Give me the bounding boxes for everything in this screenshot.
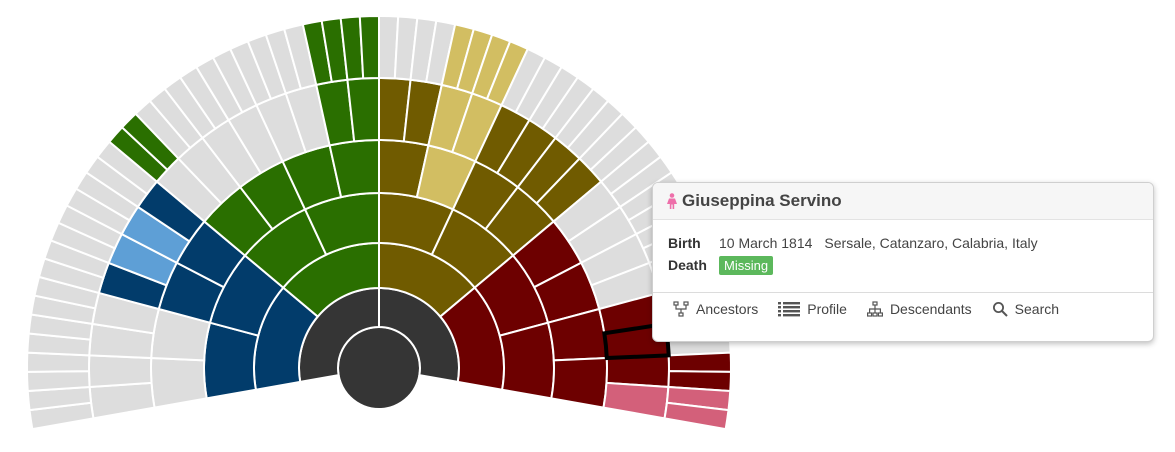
birth-place: Sersale, Catanzaro, Calabria, Italy [824, 235, 1038, 251]
ancestor-segment[interactable] [88, 354, 153, 389]
ancestor-segment[interactable] [358, 14, 380, 80]
ancestor-segment[interactable] [88, 381, 156, 420]
search-icon [992, 301, 1008, 317]
ancestors-button[interactable]: Ancestors [673, 301, 758, 317]
birth-row: Birth 10 March 1814 Sersale, Catanzaro, … [668, 232, 1138, 254]
ancestor-segment[interactable] [150, 357, 208, 409]
death-row: Death Missing [668, 254, 1138, 276]
ancestor-segment[interactable] [26, 370, 91, 393]
ancestor-segment[interactable] [663, 401, 730, 431]
search-label: Search [1014, 300, 1060, 317]
female-person-icon [667, 193, 677, 209]
descendants-tree-icon [866, 300, 883, 317]
birth-label: Birth [668, 235, 701, 251]
ancestors-tree-icon [673, 300, 689, 317]
birth-date: 10 March 1814 [719, 235, 813, 251]
tooltip-actions: Ancestors Profile Desce [653, 292, 1153, 324]
person-tooltip: Giuseppina Servino Birth 10 March 1814 S… [652, 182, 1154, 342]
search-button[interactable]: Search [992, 301, 1059, 317]
tooltip-header: Giuseppina Servino [653, 183, 1153, 220]
missing-badge: Missing [719, 255, 774, 275]
death-label: Death [668, 257, 707, 273]
ancestor-segment[interactable] [346, 76, 380, 143]
descendants-label: Descendants [889, 300, 972, 317]
ancestor-segment[interactable] [550, 357, 608, 409]
profile-button[interactable]: Profile [778, 301, 847, 317]
tooltip-body: Birth 10 March 1814 Sersale, Catanzaro, … [653, 220, 1153, 292]
profile-list-icon [778, 301, 801, 316]
ancestor-segment[interactable] [602, 381, 670, 420]
profile-label: Profile [807, 300, 847, 317]
ancestor-segment[interactable] [605, 354, 670, 389]
ancestor-segment[interactable] [498, 321, 555, 400]
person-name[interactable]: Giuseppina Servino [682, 191, 842, 210]
ancestor-segment[interactable] [667, 351, 732, 373]
ancestors-label: Ancestors [696, 300, 759, 317]
descendants-button[interactable]: Descendants [866, 300, 972, 317]
